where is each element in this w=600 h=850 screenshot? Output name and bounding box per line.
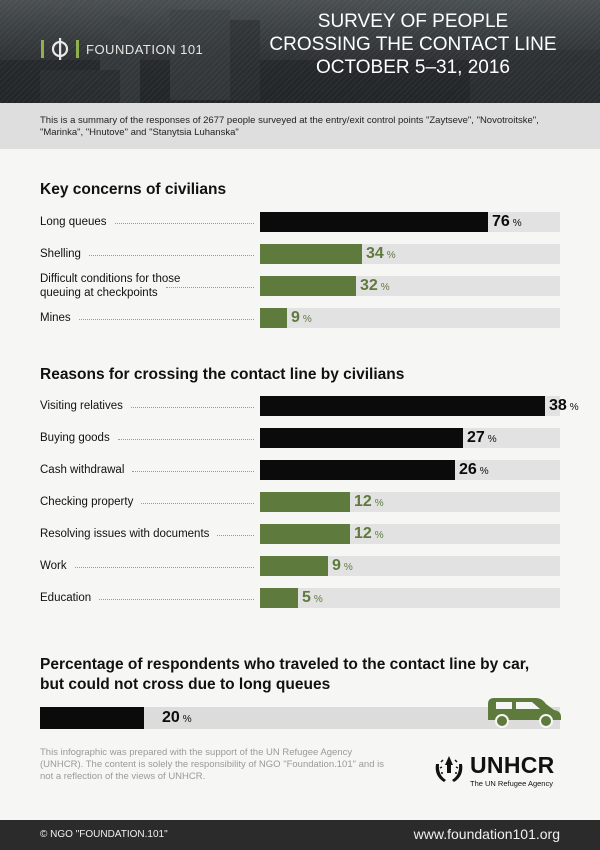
data-label: 12% <box>354 493 384 510</box>
footer-bar: © NGO "FOUNDATION.101" www.foundation101… <box>0 820 600 850</box>
category-label: Cash withdrawal <box>40 464 125 476</box>
bar <box>260 460 455 480</box>
bar-track: 27% <box>260 428 560 448</box>
bar <box>260 396 545 416</box>
bar-track: 76% <box>260 212 560 232</box>
leader-dots <box>88 255 254 256</box>
bar <box>260 276 356 296</box>
category-label: Checking property <box>40 496 134 508</box>
bar-track: 9% <box>260 308 560 328</box>
leader-dots <box>132 471 254 472</box>
leader-dots <box>74 567 254 568</box>
unhcr-subtitle: The UN Refugee Agency <box>470 779 553 788</box>
leader-dots <box>217 535 254 536</box>
data-label: 76% <box>492 213 522 230</box>
bar <box>260 556 328 576</box>
foundation-logo-icon <box>41 38 79 60</box>
unhcr-logo: UNHCR The UN Refugee Agency <box>432 752 567 792</box>
title-line: OCTOBER 5–31, 2016 <box>316 57 510 78</box>
bar-track: 34% <box>260 244 560 264</box>
leader-dots <box>141 503 254 504</box>
leader-dots <box>78 319 254 320</box>
data-label: 12% <box>354 525 384 542</box>
section-title-reasons: Reasons for crossing the contact line by… <box>40 366 405 383</box>
header-photo-background <box>0 10 600 103</box>
data-label: 34% <box>366 245 396 262</box>
data-label: 9% <box>332 557 353 574</box>
unhcr-emblem-icon <box>435 756 463 782</box>
bar <box>260 492 350 512</box>
bar <box>260 524 350 544</box>
bar-track: 38% <box>260 396 579 416</box>
unhcr-name: UNHCR <box>470 752 555 778</box>
data-label: 20% <box>162 709 192 726</box>
bar-track: 5% <box>260 588 560 608</box>
leader-dots <box>114 223 254 224</box>
bar <box>260 308 287 328</box>
leader-dots <box>117 439 254 440</box>
bar <box>260 244 362 264</box>
car-bar-track: 20% <box>40 707 560 729</box>
logo: FOUNDATION 101 <box>40 38 203 60</box>
website-link[interactable]: www.foundation101.org <box>413 826 560 842</box>
section-title-concerns: Key concerns of civilians <box>40 181 227 198</box>
category-label: Long queues <box>40 216 107 228</box>
category-label: Work <box>40 560 67 572</box>
bar <box>260 212 488 232</box>
logo-text: FOUNDATION 101 <box>86 41 204 57</box>
data-label: 26% <box>459 461 489 478</box>
copyright: © NGO "FOUNDATION.101" <box>40 829 168 840</box>
category-label: Difficult conditions for those queuing a… <box>40 273 181 299</box>
disclaimer-note: This infographic was prepared with the s… <box>40 747 384 782</box>
page-title: SURVEY OF PEOPLE CROSSING THE CONTACT LI… <box>268 10 558 79</box>
bar-track: 12% <box>260 524 560 544</box>
data-label: 5% <box>302 589 323 606</box>
bar-track: 26% <box>260 460 560 480</box>
bar-track: 32% <box>260 276 560 296</box>
category-label: Resolving issues with documents <box>40 528 210 540</box>
title-line: CROSSING THE CONTACT LINE <box>269 34 557 55</box>
title-line: SURVEY OF PEOPLE <box>317 11 509 32</box>
header-texture <box>0 0 600 103</box>
leader-dots <box>99 599 254 600</box>
category-label: Shelling <box>40 248 81 260</box>
category-label: Buying goods <box>40 432 110 444</box>
intro-text: This is a summary of the responses of 26… <box>40 115 539 138</box>
bar <box>260 428 463 448</box>
bar-track: 9% <box>260 556 560 576</box>
category-label: Education <box>40 592 92 604</box>
bar-track: 12% <box>260 492 560 512</box>
header: FOUNDATION 101 SURVEY OF PEOPLE CROSSING… <box>0 0 600 103</box>
category-label: Visiting relatives <box>40 400 123 412</box>
data-label: 32% <box>360 277 390 294</box>
section-title-car: Percentage of respondents who traveled t… <box>40 656 530 693</box>
leader-dots <box>165 287 254 288</box>
category-label: Mines <box>40 312 71 324</box>
bar <box>260 588 298 608</box>
data-label: 38% <box>549 397 579 414</box>
data-label: 27% <box>467 429 497 446</box>
intro-band: This is a summary of the responses of 26… <box>0 103 600 149</box>
data-label: 9% <box>291 309 312 326</box>
bar <box>40 707 144 729</box>
leader-dots <box>130 407 254 408</box>
car-icon <box>488 698 561 728</box>
